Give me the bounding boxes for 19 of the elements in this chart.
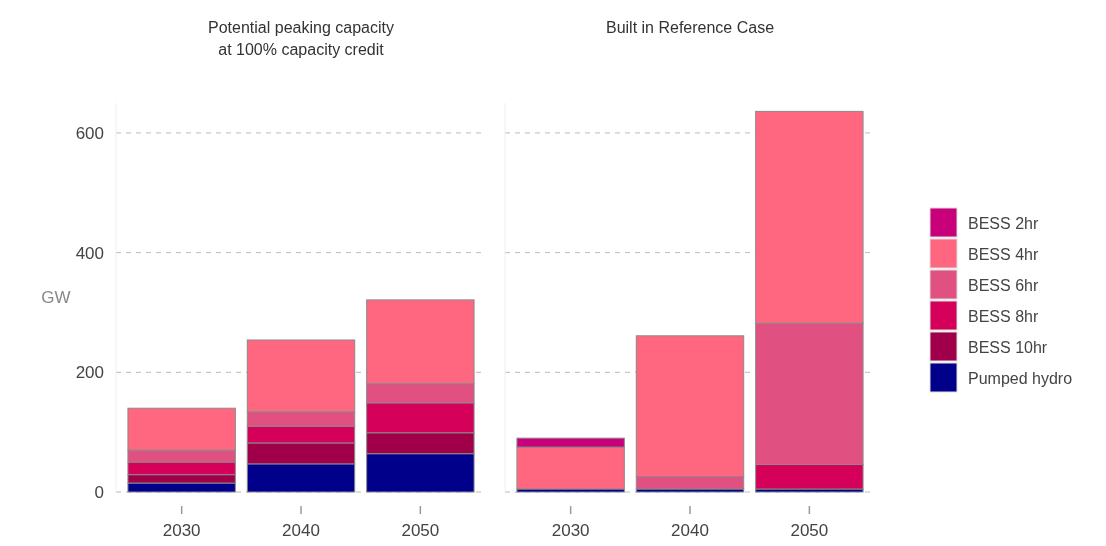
chart-title: Potential peaking capacity at 100% capacity credit [208,19,394,58]
x-tick-label: 2040 [282,521,320,540]
y-tick-label: 200 [75,363,104,383]
x-tick-label: 2050 [401,521,440,540]
legend-label: BESS 10hr [968,338,1048,356]
x-tick-label: 2050 [790,521,829,540]
x-tick-label: 2030 [551,521,590,540]
legend-label: BESS 2hr [968,214,1039,232]
legend-label: BESS 8hr [968,307,1039,325]
y-axis-title: GW [41,287,71,307]
chart-title: Built in Reference Case [605,19,775,36]
y-tick-label: 0 [94,482,104,502]
legend-label: Pumped hydro [968,369,1073,387]
legend-label: BESS 4hr [968,245,1039,263]
y-tick-label: 400 [75,243,104,263]
y-tick-label: 600 [75,123,104,143]
x-tick-label: 2040 [671,521,709,540]
x-tick-label: 2030 [162,521,201,540]
legend-label: BESS 6hr [968,276,1039,294]
